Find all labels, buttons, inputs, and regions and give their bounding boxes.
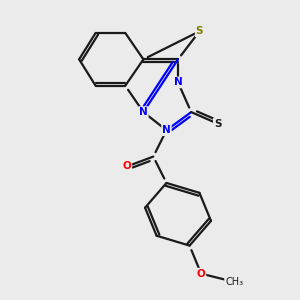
Text: CH₃: CH₃ [225,277,243,287]
Text: S: S [214,118,221,129]
Text: S: S [196,26,203,36]
Text: N: N [174,77,182,87]
Text: O: O [122,161,131,172]
Text: N: N [162,125,171,135]
Text: N: N [139,107,148,117]
Text: O: O [197,268,206,279]
